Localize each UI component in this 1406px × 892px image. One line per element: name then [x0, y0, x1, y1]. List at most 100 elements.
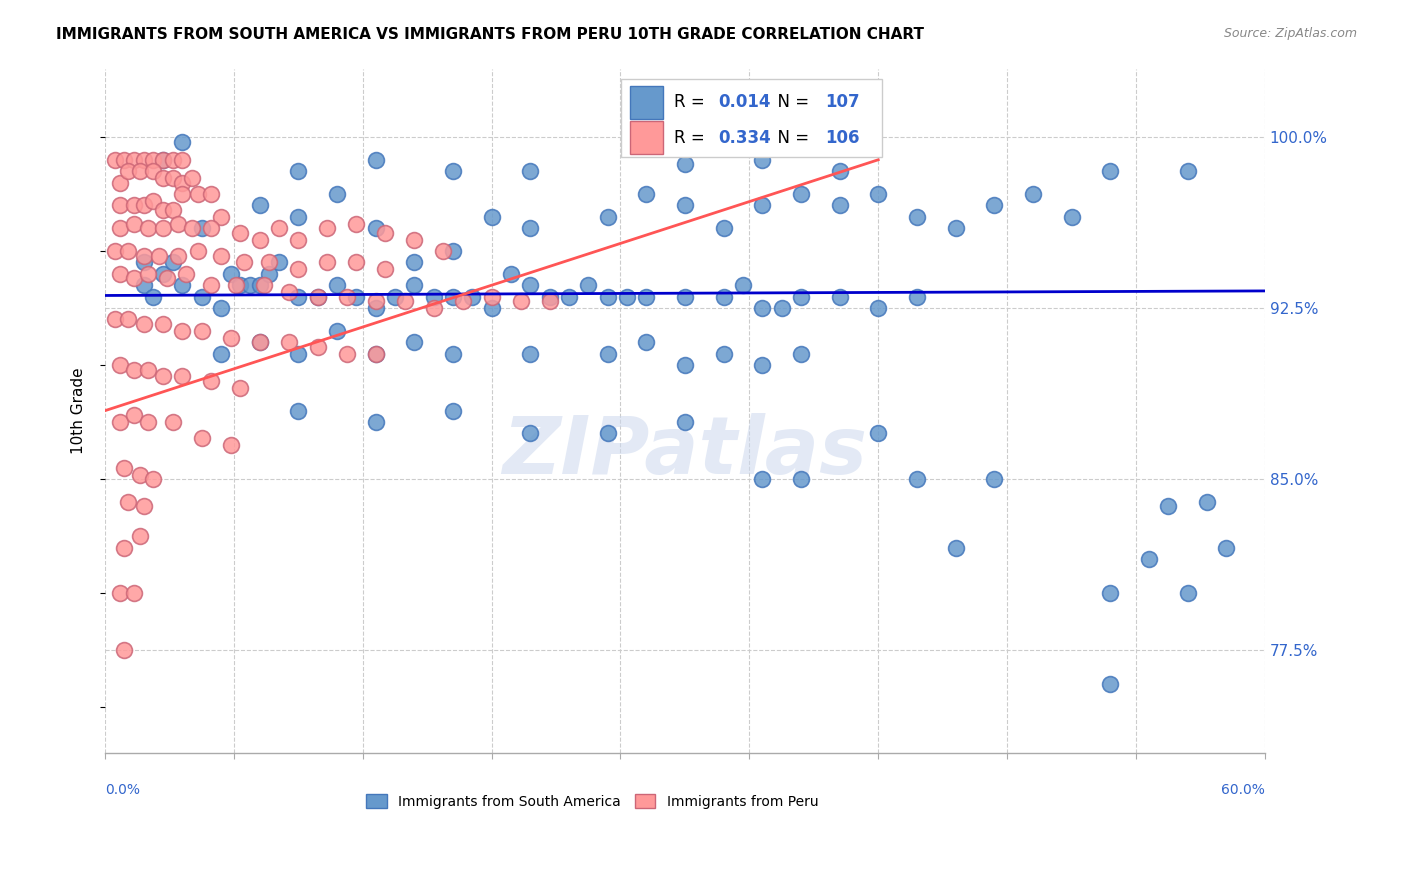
- Point: [326, 324, 349, 338]
- Point: [229, 381, 252, 395]
- Point: [576, 278, 599, 293]
- Point: [132, 317, 155, 331]
- Point: [316, 221, 339, 235]
- Point: [287, 403, 309, 417]
- Point: [868, 186, 890, 201]
- Point: [277, 285, 299, 299]
- Text: 0.014: 0.014: [718, 94, 770, 112]
- Point: [152, 153, 174, 167]
- Point: [239, 278, 262, 293]
- Point: [481, 301, 503, 315]
- Point: [336, 346, 359, 360]
- Point: [441, 164, 464, 178]
- Text: 60.0%: 60.0%: [1220, 783, 1265, 797]
- Point: [364, 415, 387, 429]
- Point: [364, 346, 387, 360]
- Legend: Immigrants from South America, Immigrants from Peru: Immigrants from South America, Immigrant…: [360, 789, 824, 814]
- Point: [267, 255, 290, 269]
- Point: [1137, 552, 1160, 566]
- Point: [1215, 541, 1237, 555]
- Point: [828, 164, 851, 178]
- Point: [1177, 164, 1199, 178]
- Point: [122, 217, 145, 231]
- Point: [249, 278, 271, 293]
- Point: [200, 186, 222, 201]
- Point: [136, 267, 159, 281]
- Point: [110, 586, 132, 600]
- Point: [172, 135, 194, 149]
- Point: [636, 141, 658, 155]
- Point: [287, 262, 309, 277]
- Point: [307, 290, 329, 304]
- Point: [128, 467, 150, 482]
- Point: [117, 312, 139, 326]
- Point: [404, 278, 426, 293]
- Point: [287, 290, 309, 304]
- Point: [441, 346, 464, 360]
- Point: [152, 171, 174, 186]
- Point: [142, 194, 165, 208]
- Point: [905, 210, 928, 224]
- Bar: [621, 78, 882, 158]
- Point: [152, 317, 174, 331]
- Bar: [630, 86, 662, 119]
- Point: [209, 210, 232, 224]
- Point: [110, 176, 132, 190]
- Point: [156, 271, 179, 285]
- Point: [162, 153, 184, 167]
- Point: [336, 290, 359, 304]
- Point: [731, 278, 754, 293]
- Point: [190, 221, 212, 235]
- Point: [122, 362, 145, 376]
- Point: [287, 233, 309, 247]
- Bar: [630, 121, 662, 154]
- Point: [287, 210, 309, 224]
- Point: [209, 301, 232, 315]
- Point: [187, 186, 209, 201]
- Point: [519, 221, 541, 235]
- Point: [1022, 186, 1045, 201]
- Point: [117, 244, 139, 258]
- Point: [162, 415, 184, 429]
- Point: [499, 267, 522, 281]
- Point: [1099, 586, 1122, 600]
- Point: [122, 153, 145, 167]
- Point: [673, 358, 696, 372]
- Point: [596, 346, 619, 360]
- Point: [673, 198, 696, 212]
- Point: [104, 312, 127, 326]
- Text: 0.0%: 0.0%: [105, 783, 141, 797]
- Point: [167, 217, 190, 231]
- Point: [252, 278, 274, 293]
- Point: [1099, 164, 1122, 178]
- Text: ZIPatlas: ZIPatlas: [502, 413, 868, 491]
- Point: [673, 290, 696, 304]
- Point: [136, 415, 159, 429]
- Point: [219, 438, 242, 452]
- Point: [132, 278, 155, 293]
- Point: [713, 346, 735, 360]
- Point: [344, 290, 367, 304]
- Point: [828, 290, 851, 304]
- Point: [112, 460, 135, 475]
- Point: [112, 643, 135, 657]
- Point: [596, 290, 619, 304]
- Point: [538, 290, 561, 304]
- Point: [200, 221, 222, 235]
- Point: [751, 472, 773, 486]
- Point: [441, 290, 464, 304]
- Point: [384, 290, 406, 304]
- Point: [117, 164, 139, 178]
- Point: [162, 171, 184, 186]
- Point: [277, 335, 299, 350]
- Point: [249, 335, 271, 350]
- Point: [596, 210, 619, 224]
- Point: [229, 278, 252, 293]
- Point: [152, 153, 174, 167]
- Point: [344, 255, 367, 269]
- Point: [673, 415, 696, 429]
- Point: [229, 226, 252, 240]
- Point: [983, 472, 1005, 486]
- Point: [152, 202, 174, 217]
- Point: [519, 426, 541, 441]
